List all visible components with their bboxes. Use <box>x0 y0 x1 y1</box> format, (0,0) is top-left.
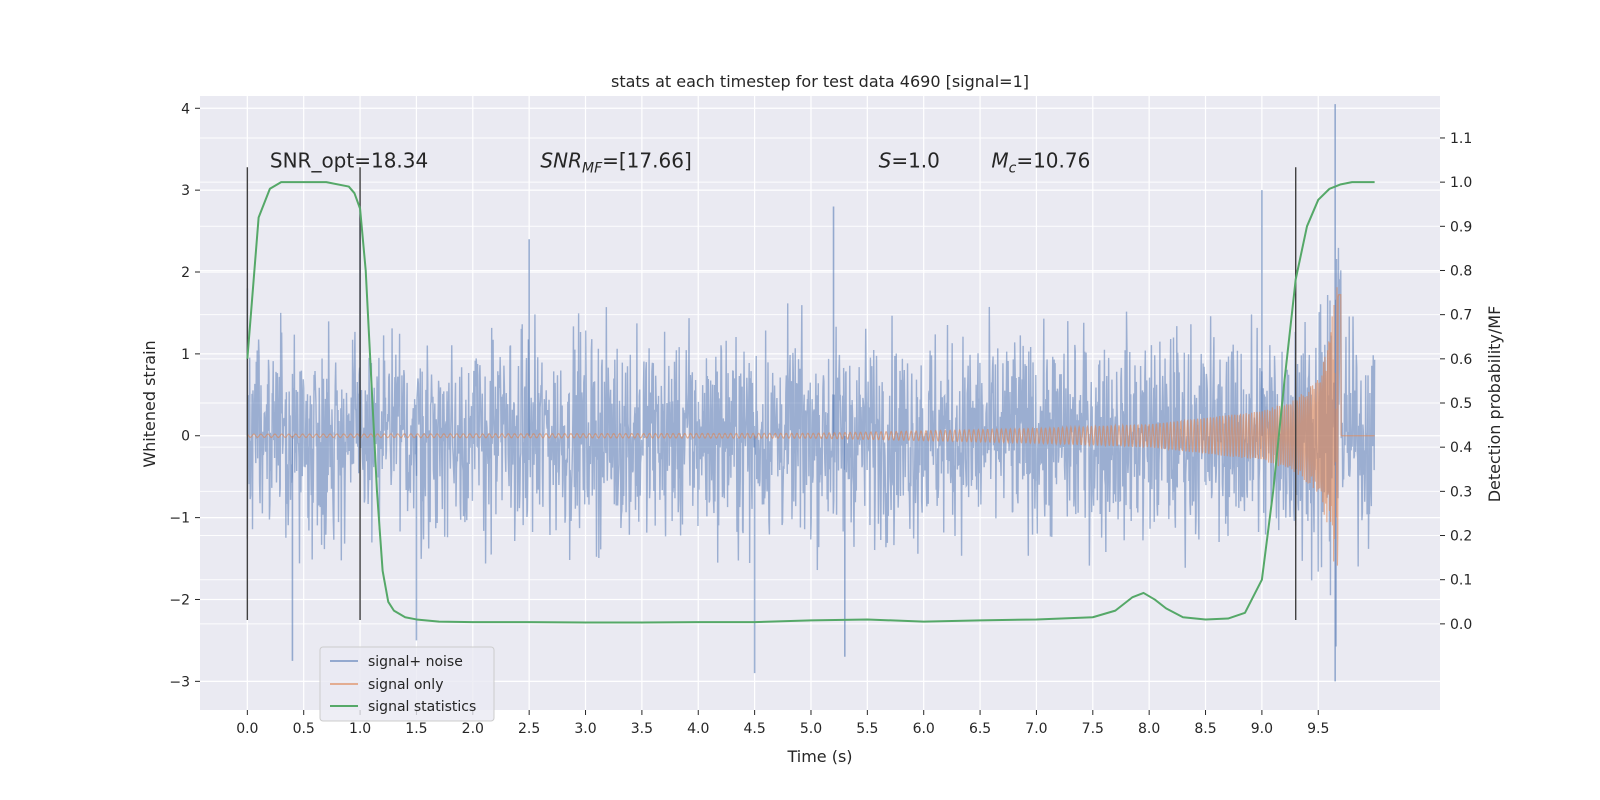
annotation-2-value: =1.0 <box>891 148 940 172</box>
annotation-1-subscript: MF <box>582 160 603 176</box>
x-tick-label-17: 8.5 <box>1194 721 1216 737</box>
y-right-tick-label-2: 0.2 <box>1450 529 1472 545</box>
annotation-1-value: =[17.66] <box>602 148 692 172</box>
y-right-tick-label-11: 1.1 <box>1450 131 1472 147</box>
x-tick-label-10: 5.0 <box>800 721 822 737</box>
x-tick-label-11: 5.5 <box>856 721 878 737</box>
x-tick-label-14: 7.0 <box>1025 721 1047 737</box>
legend: signal+ noise signal only signal statist… <box>319 646 495 722</box>
x-tick-label-16: 8.0 <box>1138 721 1160 737</box>
x-tick-label-4: 2.0 <box>462 721 484 737</box>
annotation-2: S=1.0 <box>879 148 940 172</box>
legend-label-noise: signal+ noise <box>368 654 463 670</box>
y-right-tick-label-3: 0.3 <box>1450 484 1472 500</box>
x-tick-label-12: 6.0 <box>913 721 935 737</box>
y-tick-label-1: −2 <box>169 592 190 608</box>
chart-title: stats at each timestep for test data 469… <box>611 72 1029 91</box>
legend-label-statistic: signal statistics <box>368 699 476 715</box>
annotation-3-symbol: M <box>991 148 1008 172</box>
x-tick-label-3: 1.5 <box>405 721 427 737</box>
x-tick-label-5: 2.5 <box>518 721 540 737</box>
legend-box <box>319 646 495 722</box>
x-axis-label: Time (s) <box>786 747 852 766</box>
legend-label-signal: signal only <box>368 677 443 693</box>
x-tick-label-18: 9.0 <box>1251 721 1273 737</box>
annotation-3-value: =10.76 <box>1016 148 1090 172</box>
x-tick-label-0: 0.0 <box>236 721 258 737</box>
signal-series <box>246 287 1375 566</box>
y-right-tick-label-6: 0.6 <box>1450 352 1472 368</box>
y-tick-label-2: −1 <box>169 511 190 527</box>
x-tick-label-2: 1.0 <box>349 721 371 737</box>
x-tick-label-19: 9.5 <box>1307 721 1329 737</box>
y-right-tick-label-9: 0.9 <box>1450 219 1472 235</box>
statistic-line <box>246 181 1375 624</box>
y-right-tick-label-5: 0.5 <box>1450 396 1472 412</box>
x-tick-label-8: 4.0 <box>687 721 709 737</box>
x-tick-label-15: 7.5 <box>1082 721 1104 737</box>
x-tick-label-6: 3.0 <box>574 721 596 737</box>
y-tick-label-0: −3 <box>169 674 190 690</box>
y-tick-label-6: 3 <box>181 183 190 199</box>
y-right-tick-label-10: 1.0 <box>1450 175 1472 191</box>
y-right-tick-label-4: 0.4 <box>1450 440 1472 456</box>
y-tick-label-4: 1 <box>181 347 190 363</box>
annotation-3: Mc=10.76 <box>991 148 1090 176</box>
vertical-markers <box>246 167 1297 620</box>
y-right-tick-label-7: 0.7 <box>1450 308 1472 324</box>
statistic-series <box>246 181 1375 624</box>
y-axis-label: Whitened strain <box>140 340 159 467</box>
y-right-tick-label-1: 0.1 <box>1450 573 1472 589</box>
annotation-3-subscript: c <box>1009 160 1017 176</box>
annotation-0: SNR_opt=18.34 <box>270 148 428 172</box>
y-right-tick-label-0: 0.0 <box>1450 617 1472 633</box>
annotation-1: SNRMF=[17.66] <box>540 148 691 176</box>
y-tick-label-3: 0 <box>181 429 190 445</box>
x-tick-label-9: 4.5 <box>743 721 765 737</box>
y-right-tick-label-8: 0.8 <box>1450 263 1472 279</box>
x-tick-label-13: 6.5 <box>969 721 991 737</box>
signal-line <box>246 287 1375 566</box>
ticks: 0.0 0.5 1.0 1.5 2.0 2.5 3.0 3.5 4.0 4.5 5.0 5.5 6.0 6… <box>169 101 1472 737</box>
y-tick-label-5: 2 <box>181 265 190 281</box>
annotations: SNR_opt=18.34 SNRMF=[17.66] S=1.0 Mc=10.76 <box>270 148 1090 176</box>
y-axis-label-right: Detection probability/MF <box>1485 306 1504 503</box>
y-tick-label-7: 4 <box>181 101 190 117</box>
annotation-2-symbol: S <box>879 148 892 172</box>
annotation-1-symbol: SNR <box>540 148 582 172</box>
x-tick-label-7: 3.5 <box>631 721 653 737</box>
x-tick-label-1: 0.5 <box>293 721 315 737</box>
